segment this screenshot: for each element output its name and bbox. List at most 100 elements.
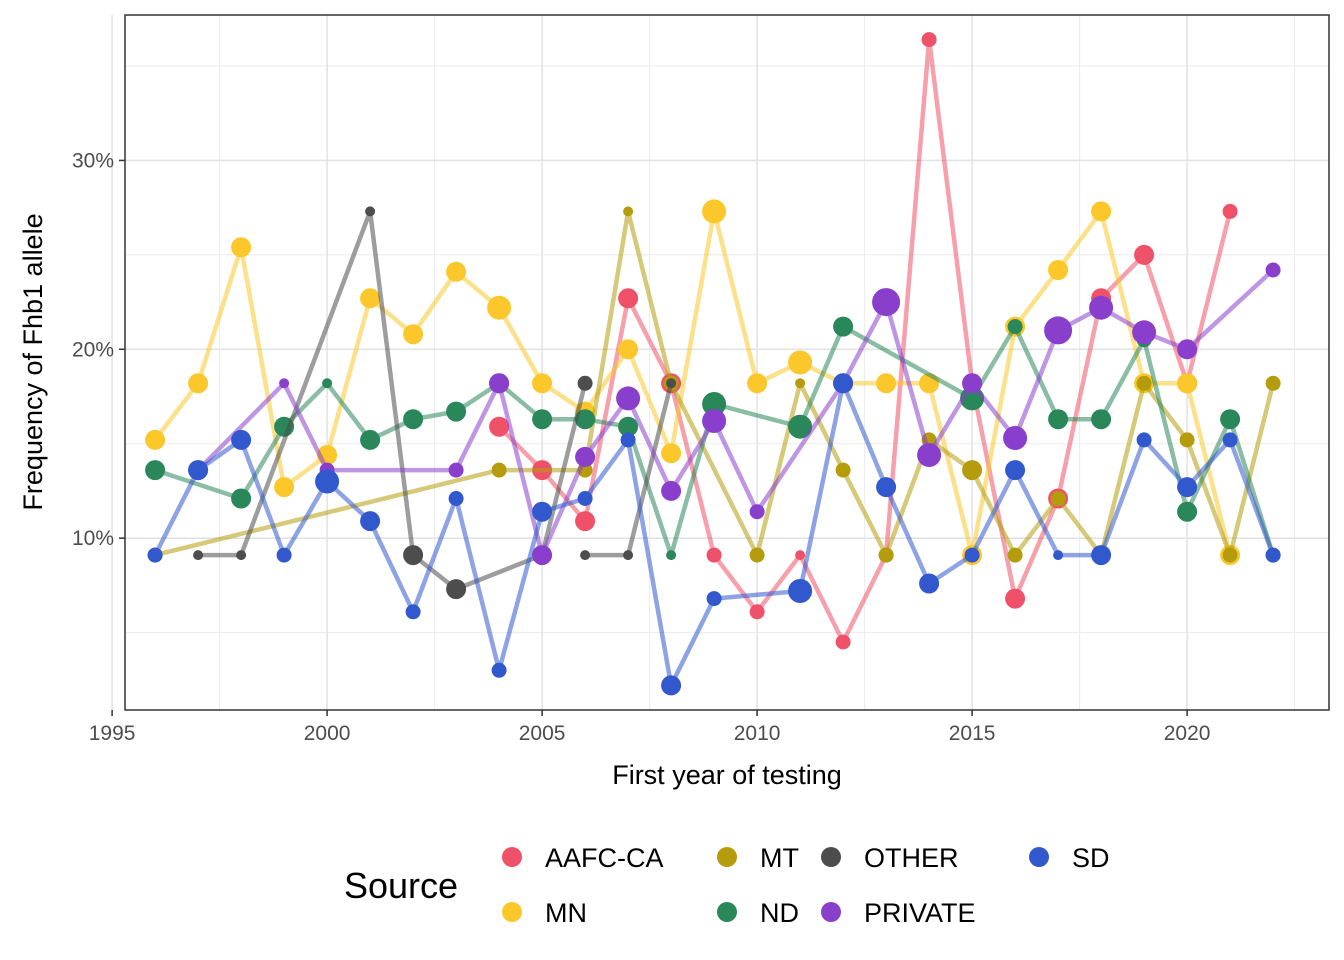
- x-tick-label: 2005: [519, 722, 566, 745]
- y-tick-label: 30%: [72, 149, 114, 172]
- y-axis-title: Frequency of Fhb1 allele: [18, 213, 48, 510]
- data-point: [360, 288, 381, 309]
- data-point: [788, 350, 813, 375]
- data-point: [833, 373, 854, 394]
- data-point: [1048, 409, 1069, 430]
- data-point: [489, 416, 510, 437]
- data-point: [1179, 432, 1195, 448]
- series-line: [496, 37, 1233, 645]
- data-point: [1044, 316, 1073, 345]
- data-point: [1136, 375, 1152, 391]
- data-point: [618, 339, 639, 360]
- data-point: [749, 504, 765, 520]
- data-point: [795, 378, 806, 389]
- series-mt: [147, 206, 1281, 563]
- data-point: [1177, 373, 1198, 394]
- y-tick-label: 10%: [72, 527, 114, 550]
- data-point: [315, 469, 340, 494]
- data-point: [1177, 477, 1198, 498]
- data-point: [962, 460, 983, 481]
- data-point: [795, 550, 806, 561]
- data-point: [788, 579, 813, 603]
- legend-key: [821, 847, 841, 867]
- data-point: [1007, 547, 1023, 563]
- legend: Source AAFC-CA MN MT ND OTHER PRIVATE SD: [344, 843, 1110, 928]
- data-point: [360, 429, 381, 450]
- data-point: [1222, 547, 1238, 563]
- data-point: [661, 443, 682, 464]
- x-tick-label: 1995: [89, 722, 136, 745]
- legend-label: ND: [760, 898, 799, 928]
- legend-title: Source: [344, 865, 458, 906]
- series-line: [152, 209, 1233, 558]
- legend-key: [502, 902, 522, 922]
- data-point: [1091, 409, 1112, 430]
- data-point: [666, 378, 677, 389]
- y-tick-label: 20%: [72, 338, 114, 361]
- data-point: [706, 547, 722, 563]
- data-point: [1091, 201, 1112, 222]
- data-point: [835, 634, 851, 650]
- data-point: [618, 288, 639, 309]
- legend-key: [717, 847, 737, 867]
- data-point: [365, 206, 376, 217]
- legend-key: [717, 902, 737, 922]
- data-point: [188, 460, 209, 481]
- data-point: [532, 501, 553, 522]
- series-other: [580, 378, 677, 561]
- data-point: [231, 237, 252, 258]
- data-point: [322, 378, 333, 389]
- data-point: [188, 373, 209, 394]
- data-point: [919, 573, 940, 594]
- data-point: [446, 579, 467, 600]
- data-point: [1177, 339, 1198, 360]
- data-point: [145, 429, 166, 450]
- data-point: [661, 480, 682, 501]
- series-layer: [145, 32, 1281, 696]
- data-point: [403, 545, 424, 566]
- data-point: [276, 547, 292, 563]
- x-axis-title: First year of testing: [612, 760, 842, 790]
- data-point: [145, 460, 166, 481]
- legend-item-sd: SD: [1029, 843, 1110, 873]
- legend-label: MN: [545, 898, 587, 928]
- data-point: [231, 429, 252, 450]
- data-point: [1048, 260, 1069, 280]
- data-point: [231, 488, 252, 509]
- data-point: [575, 446, 596, 467]
- data-point: [1265, 547, 1281, 563]
- legend-item-mn: MN: [502, 898, 587, 928]
- data-point: [616, 386, 641, 411]
- data-point: [702, 199, 727, 224]
- legend-key: [821, 902, 841, 922]
- data-point: [1220, 409, 1241, 430]
- data-point: [1005, 588, 1026, 609]
- y-axis: 10% 20% 30%: [72, 149, 125, 550]
- x-tick-label: 2000: [304, 722, 351, 745]
- data-point: [666, 550, 677, 561]
- data-point: [532, 545, 553, 566]
- data-point: [580, 550, 591, 561]
- legend-label: SD: [1072, 843, 1110, 873]
- data-point: [405, 604, 421, 620]
- data-point: [623, 206, 634, 217]
- series-private: [188, 262, 1281, 566]
- legend-item-other: OTHER: [821, 843, 959, 873]
- data-point: [577, 375, 593, 391]
- data-point: [274, 477, 295, 498]
- data-point: [1050, 491, 1066, 506]
- data-point: [876, 373, 897, 394]
- data-point: [702, 409, 727, 433]
- data-point: [1053, 550, 1064, 561]
- data-point: [876, 477, 897, 498]
- data-point: [1003, 426, 1028, 450]
- x-tick-label: 2010: [734, 722, 781, 745]
- data-point: [1134, 244, 1155, 265]
- data-point: [788, 414, 813, 439]
- data-point: [749, 547, 765, 563]
- data-point: [1005, 460, 1026, 481]
- data-point: [403, 409, 424, 430]
- x-axis: 1995 2000 2005 2010 2015 2020: [89, 710, 1210, 745]
- data-point: [1136, 432, 1152, 448]
